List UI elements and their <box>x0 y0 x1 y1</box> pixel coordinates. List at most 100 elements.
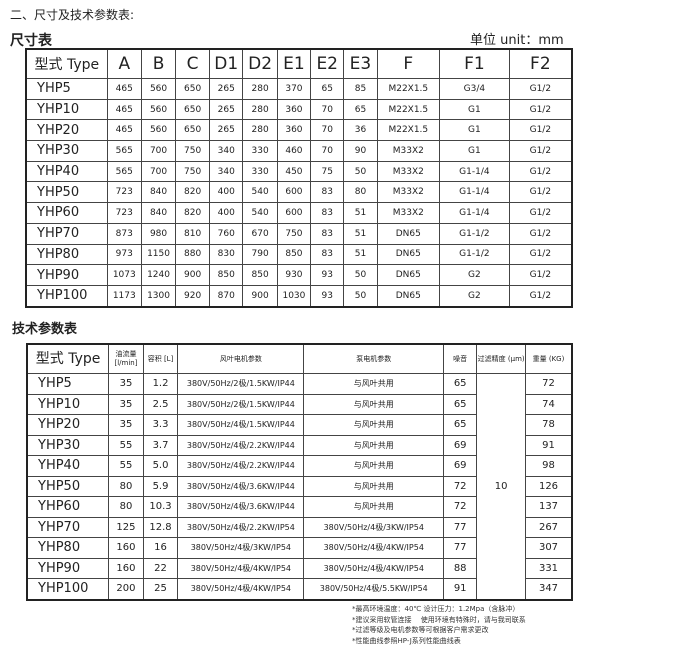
table-cell: YHP20 <box>25 119 108 142</box>
dimensions-table: 型式 Type A B C D1 D2 E1 E2 E3 F F1 F2 YHP5 465 560 650 26… <box>25 48 573 308</box>
column-header: E1 <box>276 48 312 79</box>
table-row: YHP80 973 1150 880 830 790 850 83 51 DN65 G1-1/2 G1… <box>25 243 573 266</box>
table-cell: 50 <box>343 284 378 308</box>
table-cell: 465 <box>106 98 142 121</box>
table-cell: 380V/50Hz/2极/1.5KW/IP44 <box>177 393 305 415</box>
table-cell: 750 <box>175 160 211 183</box>
table-cell: 91 <box>443 578 478 600</box>
table-cell: 72 <box>443 475 478 497</box>
table-cell: 160 <box>108 557 144 579</box>
table-cell: 980 <box>140 222 177 245</box>
table-cell: 880 <box>175 243 211 266</box>
table-cell: 与风叶共用 <box>303 393 445 415</box>
table-cell: 331 <box>525 557 573 579</box>
table-cell: G2 <box>439 284 510 308</box>
table-cell: 77 <box>443 516 478 538</box>
table-cell: M33X2 <box>376 140 441 162</box>
table-cell: 307 <box>525 537 573 559</box>
column-header: D1 <box>209 48 244 79</box>
table-cell: 72 <box>443 496 478 518</box>
table-cell: 69 <box>443 434 478 456</box>
table-cell: 90 <box>343 140 378 162</box>
table-cell: G1 <box>439 119 510 142</box>
table-cell: 380V/50Hz/4极/5.5KW/IP54 <box>303 578 445 600</box>
table-cell: 380V/50Hz/4极/4KW/IP54 <box>177 578 305 600</box>
table-cell: 80 <box>108 475 144 497</box>
technical-title: 技术参数表 <box>12 322 78 337</box>
table-cell: 74 <box>525 393 573 415</box>
table-cell: 83 <box>310 202 345 224</box>
table-cell: 380V/50Hz/4极/3KW/IP54 <box>303 516 445 538</box>
table-cell: 340 <box>209 140 244 162</box>
column-header: 容积 [L] <box>142 343 179 374</box>
table-cell: 330 <box>242 160 278 183</box>
table-cell: 850 <box>242 264 278 286</box>
table-cell: 80 <box>108 496 144 518</box>
table-cell: YHP70 <box>26 516 110 538</box>
table-cell: YHP80 <box>25 243 108 266</box>
table-cell: 1300 <box>140 284 177 308</box>
table-cell: 280 <box>242 98 278 121</box>
table-row: YHP10 465 560 650 265 280 360 70 65 M22X1.5 G1 G1/2 <box>25 98 573 121</box>
table-cell: 265 <box>209 98 244 121</box>
table-cell: 820 <box>175 202 211 224</box>
table-cell: 与风叶共用 <box>303 475 445 497</box>
table-cell: G1/2 <box>508 119 573 142</box>
column-header: 过滤精度 (μm) <box>476 343 526 374</box>
table-cell: 93 <box>310 284 345 308</box>
table-cell: 380V/50Hz/4极/3.6KW/IP44 <box>177 496 305 518</box>
table-cell: G1 <box>439 98 510 121</box>
table-cell: 750 <box>276 222 312 245</box>
table-cell: M22X1.5 <box>376 78 441 100</box>
table-cell: 3.7 <box>142 434 179 456</box>
table-cell: 85 <box>343 78 378 100</box>
table-cell: 380V/50Hz/4极/1.5KW/IP44 <box>177 414 305 436</box>
table-cell: M22X1.5 <box>376 98 441 121</box>
table-cell: 723 <box>106 181 142 204</box>
table-cell: YHP40 <box>26 455 110 477</box>
table-cell: G1-1/4 <box>439 202 510 224</box>
table-cell: 900 <box>242 284 278 308</box>
column-header: C <box>175 48 211 79</box>
table-cell: 465 <box>106 78 142 100</box>
table-cell: 700 <box>140 140 177 162</box>
table-cell: 65 <box>443 373 478 395</box>
table-cell: G1-1/2 <box>439 222 510 245</box>
table-cell: 400 <box>209 181 244 204</box>
table-cell: 1073 <box>106 264 142 286</box>
table-cell: M33X2 <box>376 202 441 224</box>
table-cell: 5.0 <box>142 455 179 477</box>
table-cell: 380V/50Hz/4极/2.2KW/IP44 <box>177 434 305 456</box>
table-cell: 870 <box>209 284 244 308</box>
table-cell: YHP20 <box>26 414 110 436</box>
table-row: YHP30 565 700 750 340 330 460 70 90 M33X2 G1 G1/2 <box>25 140 573 162</box>
table-cell: DN65 <box>376 222 441 245</box>
table-row: YHP60 723 840 820 400 540 600 83 51 M33X2 G1-1/4 G1… <box>25 202 573 224</box>
table-cell: G1-1/4 <box>439 160 510 183</box>
table-cell: 840 <box>140 202 177 224</box>
table-cell: 80 <box>343 181 378 204</box>
table-cell: 83 <box>310 181 345 204</box>
column-header: F2 <box>508 48 573 79</box>
table-cell: 790 <box>242 243 278 266</box>
column-header: B <box>140 48 177 79</box>
table-cell: 126 <box>525 475 573 497</box>
table-cell: M33X2 <box>376 181 441 204</box>
table-cell: 83 <box>310 243 345 266</box>
table-cell: YHP90 <box>26 557 110 579</box>
column-header: 型式 Type <box>26 343 110 374</box>
table-cell: 1173 <box>106 284 142 308</box>
table-cell: 51 <box>343 202 378 224</box>
table-cell: 360 <box>276 119 312 142</box>
table-cell: G1/2 <box>508 78 573 100</box>
table-cell: 1030 <box>276 284 312 308</box>
technical-table: 型式 Type 油流量 [l/min] 容积 [L] 风叶电机参数 泵电机参数 噪音 过滤精… <box>26 343 573 601</box>
column-header: E2 <box>310 48 345 79</box>
table-row: YHP70 873 980 810 760 670 750 83 51 DN65 G1-1/2 G1/… <box>25 222 573 245</box>
column-header: 油流量 [l/min] <box>108 343 144 374</box>
table-cell: 12.8 <box>142 516 179 538</box>
column-header: 风叶电机参数 <box>177 343 305 374</box>
column-header: 泵电机参数 <box>303 343 445 374</box>
table-cell: 50 <box>343 264 378 286</box>
column-header: A <box>106 48 142 79</box>
